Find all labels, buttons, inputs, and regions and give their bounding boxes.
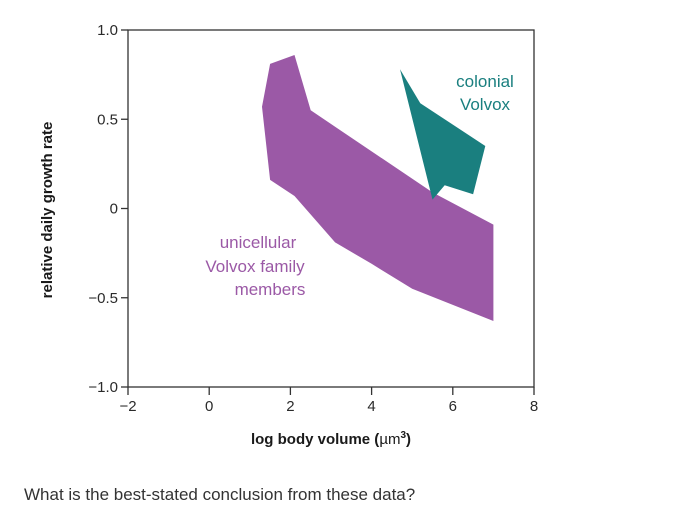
x-axis-title-close: ) bbox=[406, 431, 411, 448]
question-text: What is the best-stated conclusion from … bbox=[24, 485, 416, 504]
y-tick-label: −1.0 bbox=[88, 379, 118, 396]
unicellular-label-line1: unicellular bbox=[220, 233, 297, 252]
x-tick-label: 2 bbox=[286, 398, 294, 415]
y-axis-title: relative daily growth rate bbox=[39, 122, 56, 299]
unicellular-region bbox=[262, 55, 494, 321]
x-tick-label: −2 bbox=[119, 398, 136, 415]
colonial-label-line1: colonial bbox=[456, 72, 514, 91]
x-axis-title-main: log body volume ( bbox=[251, 431, 379, 448]
chart: −1.0 −0.5 0 0.5 1.0 −2 0 2 4 6 8 unicellular Volvo… bbox=[39, 22, 538, 448]
x-tick-label: 6 bbox=[449, 398, 457, 415]
y-tick-label: 0 bbox=[110, 201, 118, 218]
y-tick-label: −0.5 bbox=[88, 290, 118, 307]
unicellular-label-line2: Volvox family bbox=[205, 257, 305, 276]
y-tick-label: 0.5 bbox=[97, 111, 118, 128]
y-tick-label: 1.0 bbox=[97, 22, 118, 39]
x-axis-title-sup: 3 bbox=[400, 430, 406, 441]
x-axis-title-unit: µm bbox=[379, 431, 400, 448]
x-tick-label: 4 bbox=[367, 398, 375, 415]
unicellular-label-line3: members bbox=[235, 280, 306, 299]
x-tick-label: 8 bbox=[530, 398, 538, 415]
colonial-region bbox=[400, 69, 486, 200]
x-axis-title: log body volume (µm3) bbox=[251, 430, 411, 448]
x-tick-label: 0 bbox=[205, 398, 213, 415]
colonial-label-line2: Volvox bbox=[460, 95, 511, 114]
